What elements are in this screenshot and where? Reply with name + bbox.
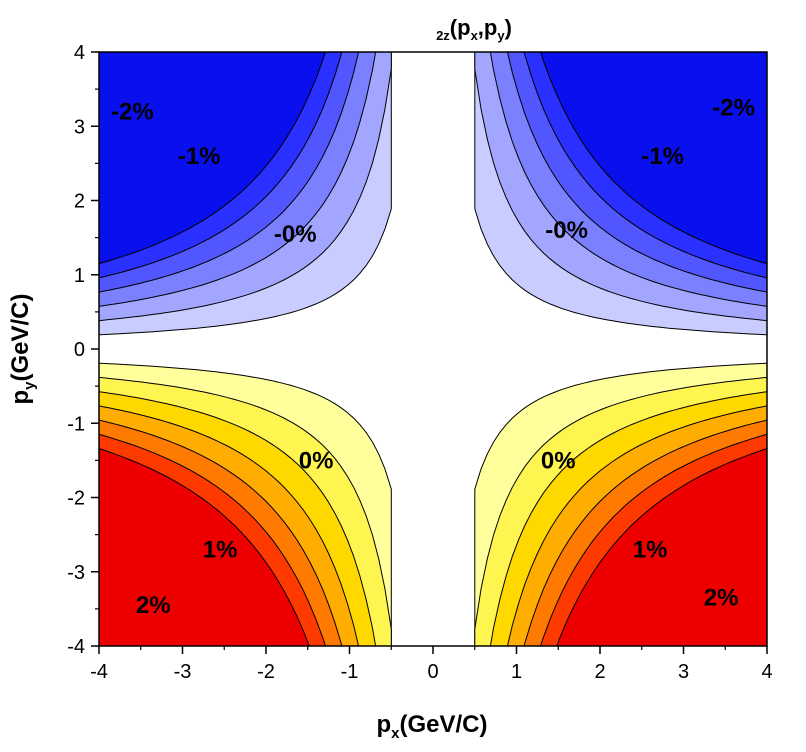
contour-label: -0%	[274, 221, 317, 248]
contour-bands	[99, 52, 767, 646]
contour-label: -2%	[111, 98, 154, 125]
y-tick-label: 4	[74, 42, 85, 64]
x-axis-title-rest: (GeV/C)	[400, 711, 488, 738]
y-tick-label: 2	[74, 191, 85, 213]
y-tick-label: 3	[74, 116, 85, 138]
contour-label: -0%	[545, 217, 588, 244]
x-axis-title-main: p	[376, 711, 391, 738]
x-tick-label: -1	[341, 661, 359, 683]
y-tick-label: 1	[74, 265, 85, 287]
contour-band	[540, 52, 767, 265]
x-tick-label: 1	[511, 661, 522, 683]
x-axis-title: px(GeV/C)	[376, 711, 487, 742]
contour-label: -1%	[178, 143, 221, 170]
contour-label: 1%	[633, 536, 668, 563]
x-tick-label: -3	[174, 661, 192, 683]
x-tick-label: 2	[594, 661, 605, 683]
x-tick-label: -4	[90, 661, 108, 683]
y-tick-label: 0	[74, 339, 85, 361]
x-axis-title-sub: x	[391, 725, 400, 742]
contour-band	[99, 52, 326, 265]
y-tick-label: -1	[67, 413, 85, 435]
axis-ticks: -4 -3 -2 -1 0 1 2 3 4 -4 -3 -2 -1 0 1 2 3 4	[67, 42, 772, 683]
contour-label: -2%	[712, 95, 755, 122]
contour-labels: -2% -1% -0% -0% -1% -2% 0% 0% 1% 1% 2% 2%	[111, 95, 755, 619]
chart-title-end: )	[505, 15, 512, 40]
x-tick-label: 4	[761, 661, 772, 683]
chart-title-sub-y: y	[497, 28, 505, 43]
y-axis-title: py(GeV/C)	[7, 293, 38, 404]
chart-title-sub-x: x	[471, 28, 479, 43]
contour-label: 0%	[541, 447, 576, 474]
y-tick-label: -3	[67, 562, 85, 584]
contour-band	[99, 448, 310, 646]
y-axis-title-main: p	[7, 390, 34, 405]
chart-title-main: (p	[450, 15, 471, 40]
x-tick-label: 0	[427, 661, 438, 683]
y-tick-label: -4	[67, 636, 85, 658]
contour-label: 1%	[203, 536, 238, 563]
contour-label: 2%	[704, 585, 739, 612]
x-tick-label: -2	[257, 661, 275, 683]
contour-label: 2%	[136, 592, 171, 619]
chart-title: 2z(px,py)	[436, 15, 512, 43]
contour-label: 0%	[299, 447, 334, 474]
contour-band	[556, 448, 767, 646]
contour-label: -1%	[641, 143, 684, 170]
x-tick-label: 3	[678, 661, 689, 683]
chart-title-mid: ,p	[478, 15, 498, 40]
chart-title-prefix: 2z	[436, 28, 450, 43]
y-axis-title-sub: y	[21, 381, 38, 390]
y-axis-title-rest: (GeV/C)	[7, 293, 34, 381]
y-tick-label: -2	[67, 488, 85, 510]
